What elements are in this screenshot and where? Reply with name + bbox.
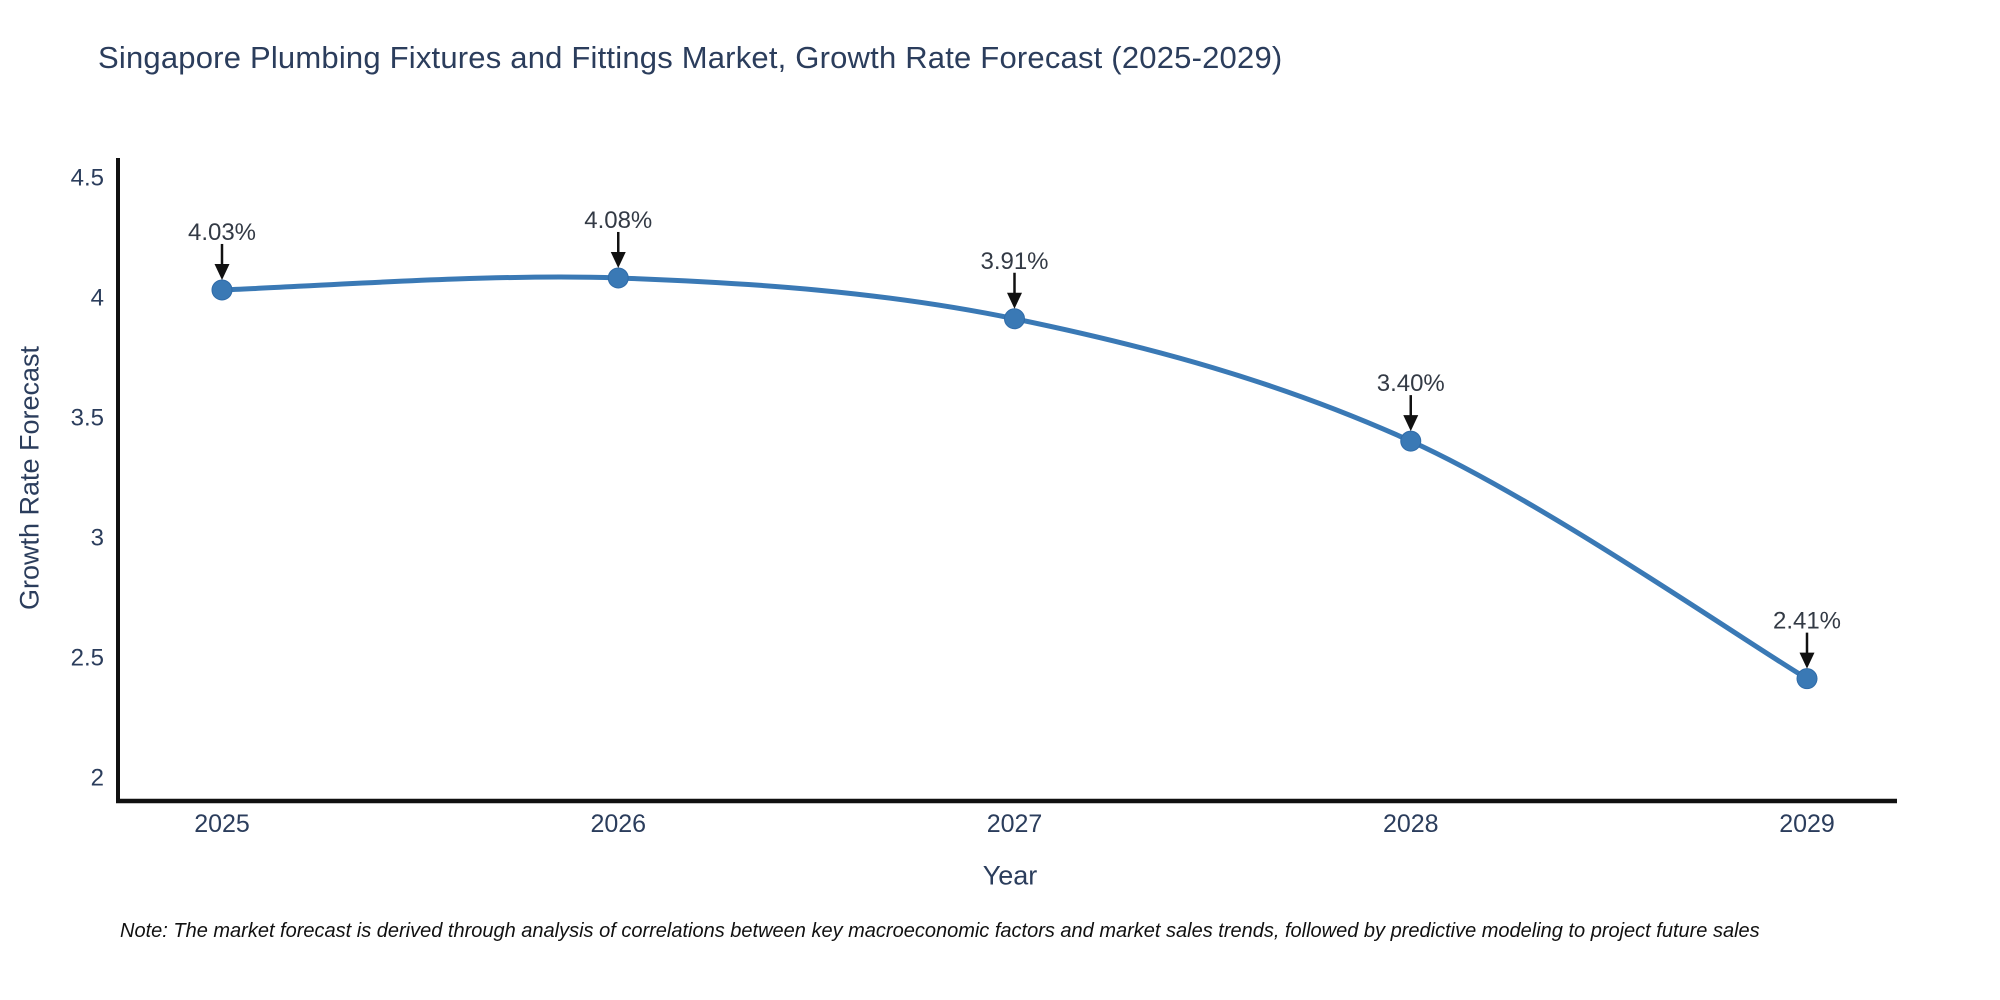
data-label: 2.41%: [1773, 608, 1841, 635]
x-tick-label: 2028: [1383, 810, 1439, 838]
y-tick-label: 4: [91, 285, 104, 312]
annotation-arrowhead: [1007, 292, 1022, 309]
annotation-arrowhead: [1403, 415, 1419, 432]
data-label: 4.08%: [584, 207, 652, 234]
y-tick-label: 2.5: [71, 644, 104, 671]
data-point: [607, 267, 629, 289]
trend-line: [219, 274, 1810, 682]
annotation-arrowhead: [1799, 652, 1815, 669]
y-tick-label: 3: [91, 524, 104, 551]
data-point: [1796, 668, 1818, 690]
data-label: 4.03%: [188, 219, 256, 246]
chart-title: Singapore Plumbing Fixtures and Fittings…: [98, 40, 1283, 75]
y-tick-label: 4.5: [71, 165, 104, 192]
data-label: 3.40%: [1377, 370, 1445, 397]
annotation-arrowhead: [610, 251, 626, 268]
footnote: Note: The market forecast is derived thr…: [120, 920, 1760, 942]
x-tick-label: 2027: [987, 810, 1043, 838]
x-axis-title: Year: [982, 860, 1038, 891]
annotation-arrowhead: [214, 263, 230, 280]
data-label: 3.91%: [980, 248, 1048, 275]
x-tick-label: 2026: [590, 810, 646, 838]
y-tick-label: 2: [91, 764, 104, 791]
y-axis-title: Growth Rate Forecast: [14, 345, 45, 611]
x-tick-label: 2029: [1779, 810, 1835, 838]
x-tick-label: 2025: [194, 810, 250, 838]
data-point: [211, 279, 233, 301]
data-point: [1400, 430, 1422, 452]
y-tick-label: 3.5: [71, 405, 104, 432]
data-point: [1004, 308, 1025, 330]
